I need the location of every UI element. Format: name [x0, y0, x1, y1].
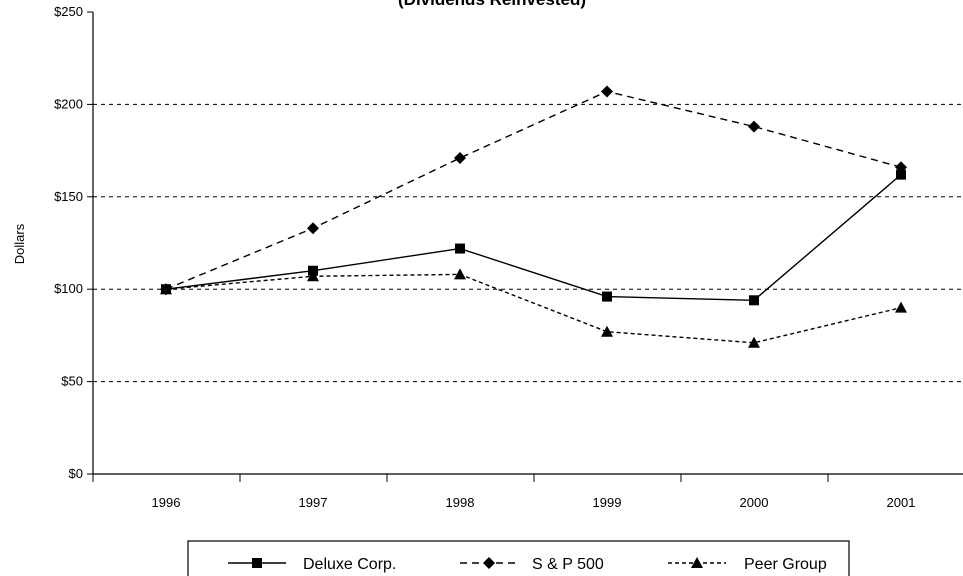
data-point: [307, 222, 319, 235]
data-point: [748, 120, 760, 133]
legend-box: [187, 540, 850, 576]
data-point: [749, 295, 759, 306]
legend-label: S & P 500: [532, 556, 604, 573]
data-point: [896, 169, 906, 180]
legend-marker: [483, 557, 495, 569]
series-line: [165, 273, 902, 344]
y-tick-label: $150: [54, 189, 83, 204]
legend: Deluxe Corp. S & P 500 Peer Group: [187, 540, 850, 576]
data-point: [895, 161, 907, 174]
y-axis-label: Dollars: [12, 223, 27, 264]
y-tick-label: $250: [54, 4, 83, 19]
data-point: [601, 325, 613, 337]
data-point: [454, 151, 466, 164]
legend-item: S & P 500: [460, 556, 604, 573]
series-line: [165, 90, 902, 290]
legend-marker: [691, 557, 703, 568]
series-s-p-500: [160, 85, 907, 296]
y-axis-ticks: $0 $50 $100 $150 $200 $250: [54, 4, 93, 481]
data-point: [895, 301, 907, 313]
y-tick-label: $200: [54, 96, 83, 111]
data-point: [601, 85, 613, 98]
legend-item: Deluxe Corp.: [228, 556, 396, 573]
series-deluxe-corp-: [161, 169, 906, 306]
x-axis-ticks: 1996 1997 1998 1999 2000 2001: [92, 474, 916, 510]
y-tick-label: $50: [61, 374, 83, 389]
data-point: [748, 336, 760, 348]
x-tick-label: 2000: [740, 495, 769, 510]
series-group: [160, 85, 907, 348]
legend-marker: [252, 558, 262, 568]
x-tick-label: 1996: [152, 495, 181, 510]
legend-label: Peer Group: [744, 556, 827, 573]
x-tick-label: 1998: [446, 495, 475, 510]
data-point: [307, 270, 319, 282]
x-tick-label: 1997: [299, 495, 328, 510]
series-line: [165, 174, 902, 301]
data-point: [602, 291, 612, 302]
gridlines: [93, 103, 963, 383]
y-tick-label: $100: [54, 281, 83, 296]
axes: [92, 12, 963, 475]
series-peer-group: [160, 268, 907, 348]
legend-label: Deluxe Corp.: [303, 556, 396, 573]
legend-item: Peer Group: [668, 556, 827, 573]
x-tick-label: 2001: [887, 495, 916, 510]
x-tick-label: 1999: [593, 495, 622, 510]
y-tick-label: $0: [69, 466, 83, 481]
chart-title: (Dividends Reinvested): [398, 0, 586, 9]
data-point: [454, 268, 466, 280]
data-point: [160, 283, 172, 295]
data-point: [455, 243, 465, 254]
